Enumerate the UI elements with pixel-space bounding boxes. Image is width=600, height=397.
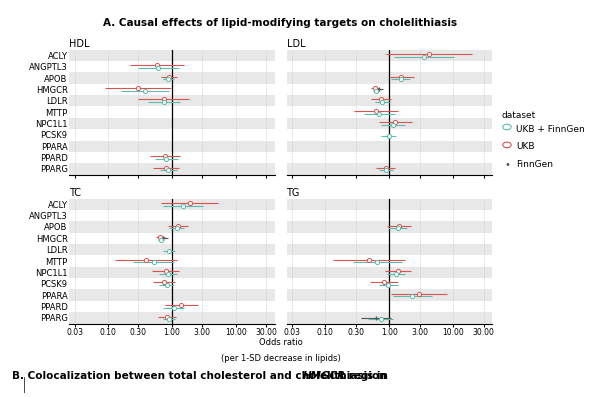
Bar [69,152,275,163]
Text: HDL: HDL [69,39,89,49]
Bar [287,61,492,72]
Bar [69,198,275,210]
Bar [69,163,275,175]
Bar [69,95,275,106]
Bar [287,106,492,118]
Text: Odds ratio: Odds ratio [259,338,302,347]
Bar [69,244,275,255]
Text: (per 1-SD decrease in lipids): (per 1-SD decrease in lipids) [221,354,340,363]
Text: TG: TG [287,188,300,198]
Text: UKB: UKB [516,143,535,151]
Bar [287,278,492,289]
Bar [287,244,492,255]
Bar [69,289,275,301]
Text: A. Causal effects of lipid-modifying targets on cholelithiasis: A. Causal effects of lipid-modifying tar… [103,18,458,28]
Bar [69,210,275,221]
Bar [287,141,492,152]
Bar [287,152,492,163]
Text: FinnGen: FinnGen [516,160,553,169]
Bar [69,118,275,129]
Bar [287,129,492,141]
Bar [69,233,275,244]
Bar [287,233,492,244]
Bar [287,72,492,84]
Bar [69,129,275,141]
Text: region: region [345,371,386,381]
Bar [69,72,275,84]
Bar [69,141,275,152]
Bar [287,50,492,61]
Text: UKB + FinnGen: UKB + FinnGen [516,125,585,133]
Bar [69,84,275,95]
Bar [69,221,275,233]
Bar [287,289,492,301]
Bar [287,301,492,312]
Bar [69,61,275,72]
Bar [287,118,492,129]
Bar [287,267,492,278]
Text: TC: TC [69,188,81,198]
Bar [69,267,275,278]
Bar [69,278,275,289]
Bar [69,106,275,118]
Bar [69,301,275,312]
Text: LDL: LDL [287,39,305,49]
Text: •: • [504,160,510,170]
Bar [287,198,492,210]
Bar [287,210,492,221]
Bar [69,50,275,61]
Text: HMGCR: HMGCR [303,371,346,381]
Bar [287,95,492,106]
Bar [69,312,275,324]
Bar [287,221,492,233]
Text: B. Colocalization between total cholesterol and cholelithiasis in: B. Colocalization between total choleste… [12,371,392,381]
Bar [287,84,492,95]
Text: dataset: dataset [501,111,535,120]
Bar [287,312,492,324]
Bar [287,163,492,175]
Bar [287,255,492,267]
Bar [69,255,275,267]
